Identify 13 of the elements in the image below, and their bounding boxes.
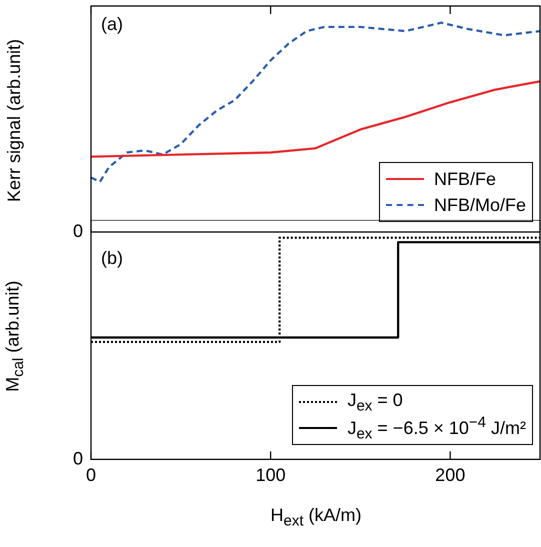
- legend-label: NFB/Mo/Fe: [434, 194, 526, 216]
- annotation: (b): [101, 248, 123, 268]
- legend-label: J$_{ex}$ = −6.5 × 10$^{−4}$ J/m²: [347, 414, 526, 442]
- annotation: (a): [101, 14, 123, 34]
- legend-label: NFB/Fe: [434, 168, 496, 190]
- text: 0: [72, 220, 83, 241]
- text: 0: [72, 448, 83, 468]
- x-axis-title: H$_{ext}$ (kA/m): [269, 505, 362, 530]
- x-tick-label: 100: [256, 465, 286, 486]
- legend-label: J$_{ex}$ = 0: [347, 390, 403, 414]
- y-axis-title: Kerr signal (arb.unit): [4, 38, 26, 202]
- x-tick-label: 0: [86, 465, 96, 486]
- x-tick-label: 200: [435, 465, 466, 486]
